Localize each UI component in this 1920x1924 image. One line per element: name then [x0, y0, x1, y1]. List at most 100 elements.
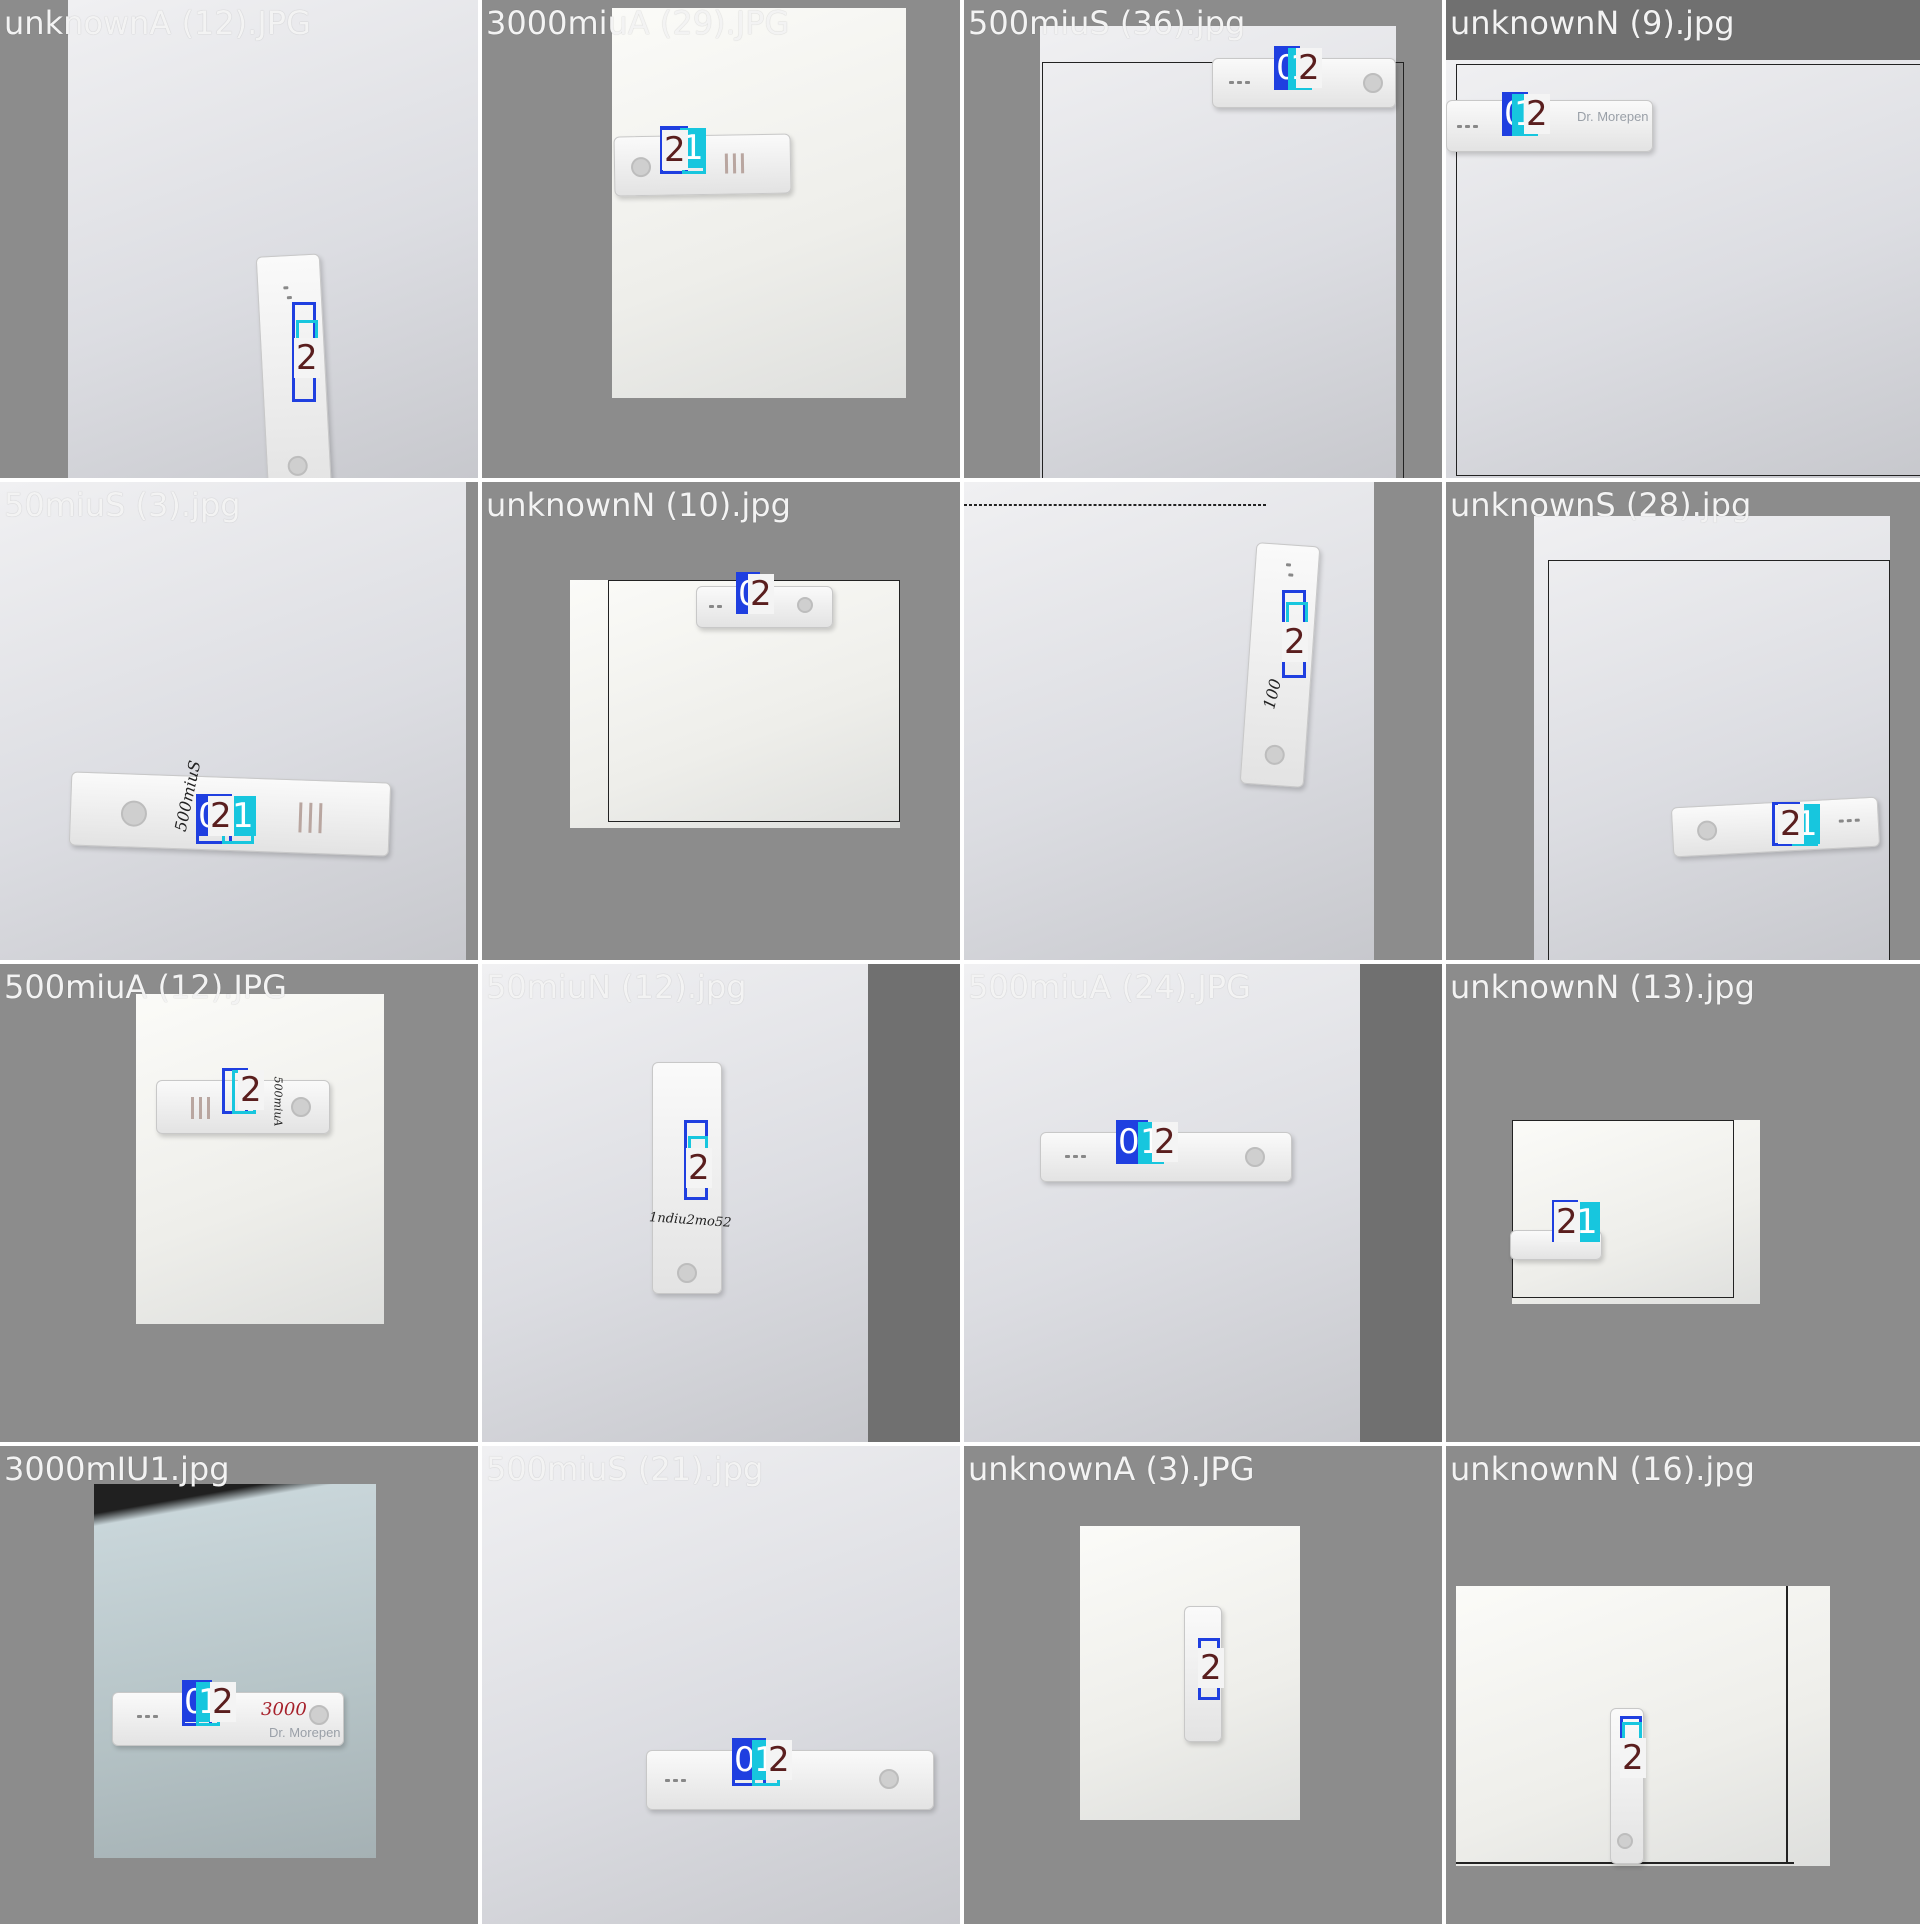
brand-text: Dr. Morepen: [1577, 109, 1649, 124]
image-tile: 2 unknownN (16).jpg: [1446, 1446, 1920, 1924]
image-tile: 100 2: [964, 482, 1442, 960]
image-filename: unknownN (16).jpg: [1450, 1450, 1755, 1488]
cassette-dot: [1285, 563, 1292, 567]
sample-well: [1264, 744, 1286, 766]
cassette-dot: [1081, 1155, 1086, 1158]
class-label-2: 2: [1620, 1738, 1646, 1778]
test-line: [207, 1097, 210, 1119]
cassette-dot: [1854, 818, 1860, 822]
cassette-dot: [1473, 125, 1478, 128]
class-label-2: 2: [662, 130, 688, 170]
cassette-dot: [673, 1779, 678, 1782]
image-filename: unknownA (12).JPG: [4, 4, 311, 42]
class-label-2: 2: [208, 796, 234, 836]
paper-border-line: [1042, 62, 1404, 478]
cassette-dot: [1245, 81, 1250, 84]
test-line: [308, 802, 313, 833]
image-filename: 500miuA (12).JPG: [4, 968, 287, 1006]
class-label-2: 2: [1282, 622, 1308, 662]
sample-well: [797, 597, 813, 613]
cassette-dot: [137, 1715, 142, 1718]
class-label-2: 2: [1198, 1648, 1224, 1688]
paper-border-line: [1548, 560, 1890, 960]
class-label-2: 2: [210, 1682, 236, 1722]
image-tile: 500miuS 0 1 2 50miuS (3).jpg: [0, 482, 478, 960]
sample-well: [1245, 1147, 1265, 1167]
image-tile: 0 1 2 500miuA (24).JPG: [964, 964, 1442, 1442]
image-filename: 3000mIU1.jpg: [4, 1450, 230, 1488]
image-tile: Dr. Morepen 0 1 2 unknownN (9).jpg: [1446, 0, 1920, 478]
cassette-dot: [283, 286, 289, 290]
sample-well: [677, 1263, 697, 1283]
image-tile: 1ndiu2mo52 2 50miuN (12).jpg: [482, 964, 960, 1442]
handwritten-label: 3000: [261, 1699, 307, 1720]
image-tile: 0 1 2 500miuS (36).jpg: [964, 0, 1442, 478]
sample-well: [291, 1097, 311, 1117]
test-line: [732, 153, 737, 174]
image-filename: 500miuS (36).jpg: [968, 4, 1246, 42]
image-tile: 1 2 unknownS (28).jpg: [1446, 482, 1920, 960]
cassette-dot: [1237, 81, 1242, 84]
cassette-dot: [665, 1779, 670, 1782]
cassette-dot: [1229, 81, 1234, 84]
handwritten-label: 100: [1259, 676, 1286, 712]
class-label-2: 2: [294, 338, 320, 378]
cassette-dot: [1838, 819, 1844, 823]
class-label-2: 2: [748, 574, 774, 614]
image-filename: unknownN (13).jpg: [1450, 968, 1755, 1006]
class-label-2: 2: [238, 1070, 264, 1110]
handwritten-label: 500miuA: [271, 1076, 285, 1127]
class-label-2: 2: [1152, 1122, 1178, 1162]
sample-well: [630, 156, 652, 178]
cassette-dot: [1465, 125, 1470, 128]
paper-background: [964, 964, 1360, 1442]
image-tile: 500miuA 2 500miuA (12).JPG: [0, 964, 478, 1442]
image-tile: 0 2 unknownN (10).jpg: [482, 482, 960, 960]
class-label-2: 2: [1524, 94, 1550, 134]
sample-well: [287, 455, 309, 477]
paper-border-line: [1786, 1586, 1788, 1864]
sample-well: [120, 800, 148, 828]
paper-border-line: [964, 504, 1266, 506]
image-tile: 0 1 2 3000miuA (29).JPG: [482, 0, 960, 478]
paper-border-line: [1456, 64, 1920, 476]
image-filename: unknownN (10).jpg: [486, 486, 791, 524]
test-cassette: [1610, 1708, 1644, 1864]
test-line: [199, 1097, 202, 1119]
image-tile: 3000 Dr. Morepen 0 1 2 3000mIU1.jpg: [0, 1446, 478, 1924]
image-tile: 1 2 unknownN (13).jpg: [1446, 964, 1920, 1442]
paper-background: [94, 1484, 376, 1858]
class-label-0: 0: [1116, 1122, 1142, 1162]
sample-well: [879, 1769, 899, 1789]
cassette-dot: [1073, 1155, 1078, 1158]
paper-background: [612, 8, 906, 398]
cassette-dot: [145, 1715, 150, 1718]
sample-well: [309, 1705, 329, 1725]
test-line: [298, 802, 303, 833]
class-label-2: 2: [1296, 48, 1322, 88]
sample-well: [1363, 73, 1383, 93]
image-tile: 2 unknownA (12).JPG: [0, 0, 478, 478]
image-filename: unknownS (28).jpg: [1450, 486, 1752, 524]
test-line: [740, 153, 745, 174]
cassette-dot: [717, 605, 722, 608]
class-label-2: 2: [686, 1148, 712, 1188]
paper-background: [1534, 516, 1890, 960]
cassette-dot: [153, 1715, 158, 1718]
paper-background: [0, 482, 466, 960]
sample-well: [1696, 820, 1718, 842]
class-label-2: 2: [1778, 804, 1804, 844]
test-line: [724, 153, 729, 174]
cassette-dot: [1457, 125, 1462, 128]
paper-background: [136, 994, 384, 1324]
image-filename: 500miuA (24).JPG: [968, 968, 1251, 1006]
class-label-1: 1: [230, 796, 256, 836]
test-line: [191, 1097, 194, 1119]
cassette-dot: [286, 296, 292, 300]
handwritten-label: 1ndiu2mo52: [648, 1210, 732, 1231]
test-line: [318, 803, 323, 834]
cassette-dot: [1846, 819, 1852, 823]
image-filename: 50miuS (3).jpg: [4, 486, 241, 524]
cassette-dot: [1288, 573, 1294, 577]
